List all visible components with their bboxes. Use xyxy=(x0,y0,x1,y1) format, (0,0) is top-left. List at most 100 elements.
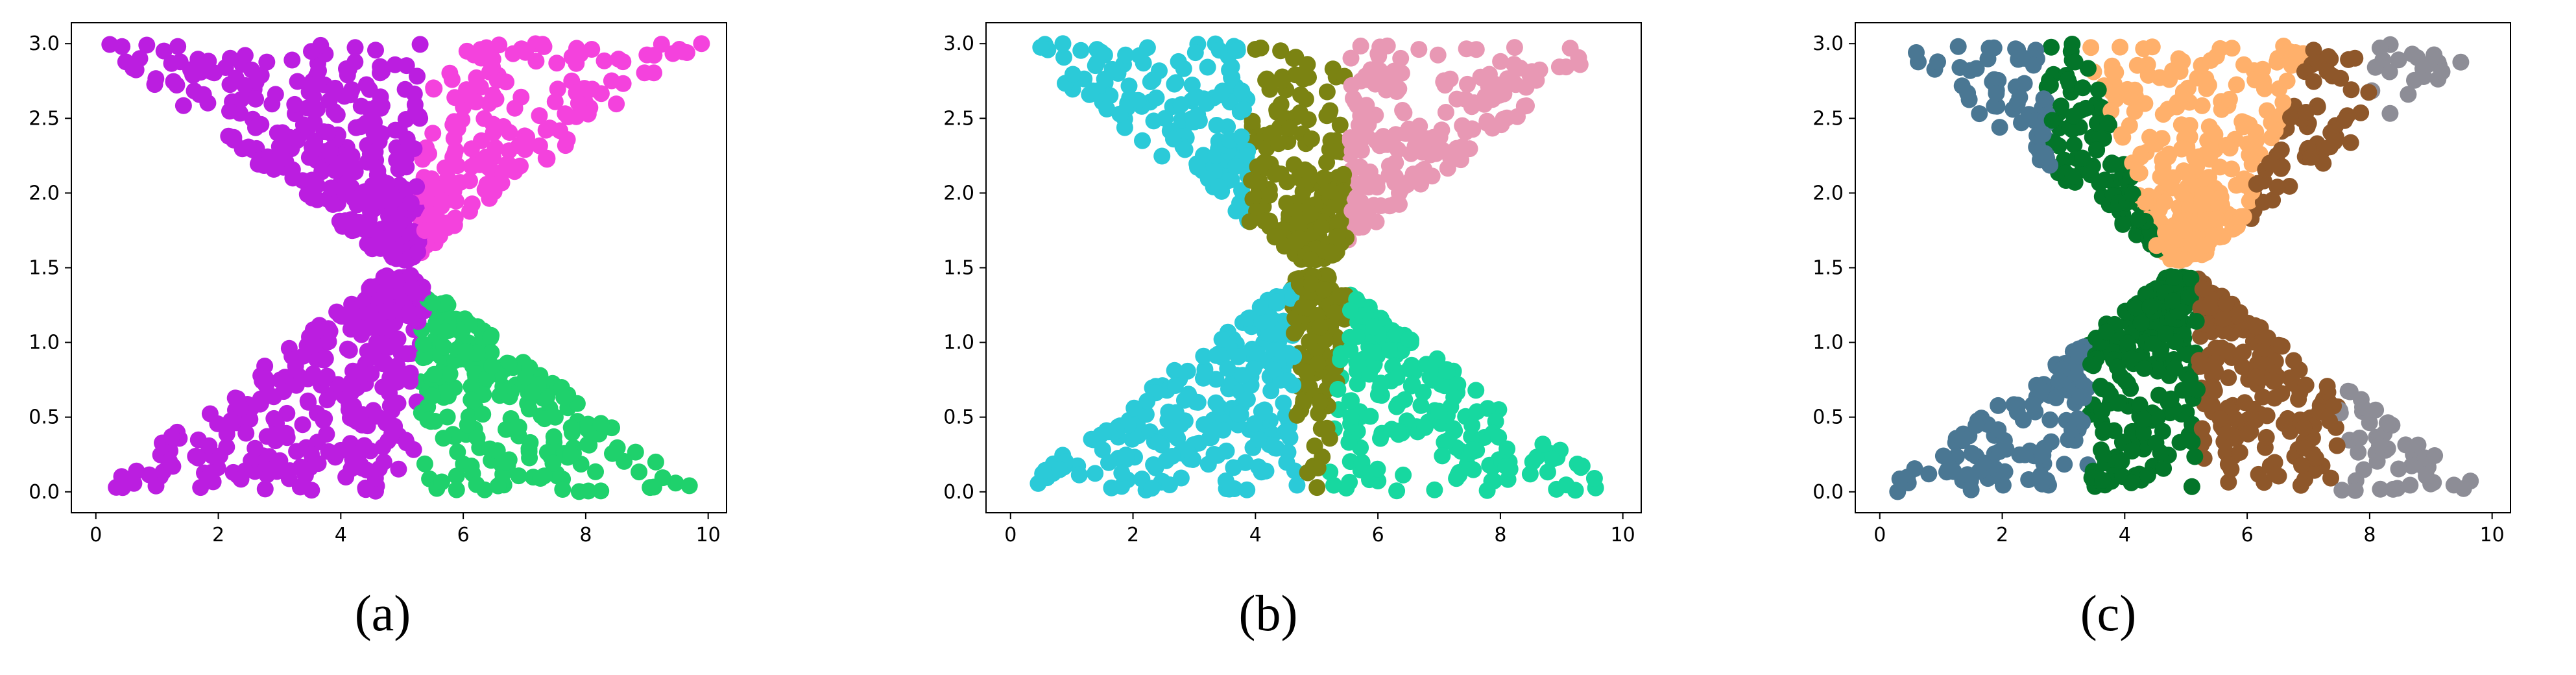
scatter-point xyxy=(2155,460,2173,477)
scatter-point xyxy=(2123,350,2139,367)
scatter-point xyxy=(199,94,217,112)
scatter-point xyxy=(2318,63,2336,80)
scatter-point xyxy=(2064,168,2082,186)
scatter-point xyxy=(2274,93,2292,111)
scatter-point xyxy=(1331,116,1349,134)
scatter-point xyxy=(500,355,518,372)
scatter-point xyxy=(1227,158,1244,175)
scatter-point xyxy=(2318,378,2336,395)
scatter-point xyxy=(400,304,418,321)
scatter-point xyxy=(1395,466,1412,484)
scatter-point xyxy=(494,163,512,180)
scatter-point xyxy=(2205,227,2222,245)
scatter-point xyxy=(1150,434,1168,451)
scatter-point xyxy=(426,365,443,383)
scatter-point xyxy=(2426,447,2444,464)
x-tick-label: 10 xyxy=(696,524,721,546)
y-tick-label: 1.0 xyxy=(943,332,974,354)
scatter-point xyxy=(2034,125,2052,143)
scatter-point xyxy=(437,323,454,340)
scatter-point xyxy=(1988,97,2006,115)
scatter-point xyxy=(1233,128,1250,145)
scatter-point xyxy=(2135,40,2152,58)
scatter-point xyxy=(2148,237,2165,254)
scatter-point xyxy=(1037,461,1054,479)
scatter-point xyxy=(2188,158,2206,175)
scatter-point xyxy=(2228,307,2245,325)
scatter-point xyxy=(2385,480,2402,498)
scatter-point xyxy=(1390,80,1408,97)
scatter-point xyxy=(2452,53,2470,71)
scatter-point xyxy=(390,460,407,478)
scatter-point xyxy=(383,246,400,264)
scatter-point xyxy=(2129,164,2147,182)
scatter-point xyxy=(1311,318,1329,336)
scatter-point xyxy=(317,349,333,367)
scatter-point xyxy=(2371,39,2389,56)
scatter-point xyxy=(1365,197,1382,214)
scatter-point xyxy=(2351,429,2368,447)
scatter-point xyxy=(354,416,371,434)
scatter-point xyxy=(2372,480,2389,498)
y-tick-label: 0.5 xyxy=(943,406,974,429)
scatter-point xyxy=(228,390,246,408)
scatter-point xyxy=(2281,178,2298,195)
scatter-point xyxy=(2397,436,2414,454)
scatter-point xyxy=(1134,132,1151,149)
y-tick-label: 0.0 xyxy=(29,481,60,504)
scatter-point xyxy=(1320,104,1338,122)
scatter-point xyxy=(1243,171,1260,189)
scatter-point xyxy=(1272,166,1290,182)
scatter-point xyxy=(520,400,538,418)
scatter-point xyxy=(2325,397,2342,415)
scatter-point xyxy=(2077,99,2095,117)
scatter-point xyxy=(1148,89,1165,106)
scatter-point xyxy=(1388,369,1406,386)
scatter-point xyxy=(1270,228,1287,246)
scatter-point xyxy=(2250,465,2267,483)
x-tick-label: 8 xyxy=(1494,524,1506,546)
scatter-point xyxy=(2226,410,2244,428)
scatter-point xyxy=(1991,443,2008,460)
scatter-point xyxy=(437,384,454,401)
scatter-point xyxy=(2282,109,2299,126)
scatter-point xyxy=(1257,462,1275,480)
scatter-point xyxy=(155,42,173,60)
scatter-point xyxy=(1392,49,1410,67)
scatter-point xyxy=(627,443,644,461)
scatter-point xyxy=(664,45,682,62)
scatter-point xyxy=(361,80,378,98)
scatter-point xyxy=(1301,333,1318,350)
scatter-point xyxy=(2297,376,2315,394)
scatter-point xyxy=(232,91,250,108)
scatter-point xyxy=(2135,411,2152,428)
scatter-point xyxy=(535,467,553,485)
scatter-point xyxy=(402,373,419,390)
scatter-point xyxy=(1120,77,1138,95)
scatter-point xyxy=(1261,186,1278,204)
scatter-point xyxy=(2112,38,2129,56)
scatter-point xyxy=(2367,401,2385,419)
scatter-point xyxy=(2321,412,2339,430)
scatter-point xyxy=(1229,42,1246,59)
y-tick-label: 1.0 xyxy=(1812,332,1844,354)
scatter-point xyxy=(1996,463,2014,480)
scatter-point xyxy=(2267,465,2284,483)
scatter-point xyxy=(495,118,512,135)
scatter-point xyxy=(2235,208,2252,226)
scatter-point xyxy=(232,471,250,488)
panel-c: 0 2 4 6 8 10 0.0 0.5 1.0 1.5 2.0 2.5 3.0 (c) xyxy=(1726,0,2576,675)
scatter-point xyxy=(1210,345,1227,363)
scatter-point xyxy=(1499,440,1516,458)
scatter-point xyxy=(1312,218,1330,236)
scatter-point xyxy=(2131,396,2149,413)
scatter-point xyxy=(409,243,426,261)
scatter-point xyxy=(1960,91,1978,108)
scatter-point xyxy=(524,384,542,401)
scatter-point xyxy=(1229,405,1247,423)
scatter-point xyxy=(1889,483,1907,500)
scatter-point xyxy=(2426,46,2443,64)
scatter-point xyxy=(463,195,481,213)
scatter-point xyxy=(416,222,433,239)
scatter-point xyxy=(2074,149,2091,167)
